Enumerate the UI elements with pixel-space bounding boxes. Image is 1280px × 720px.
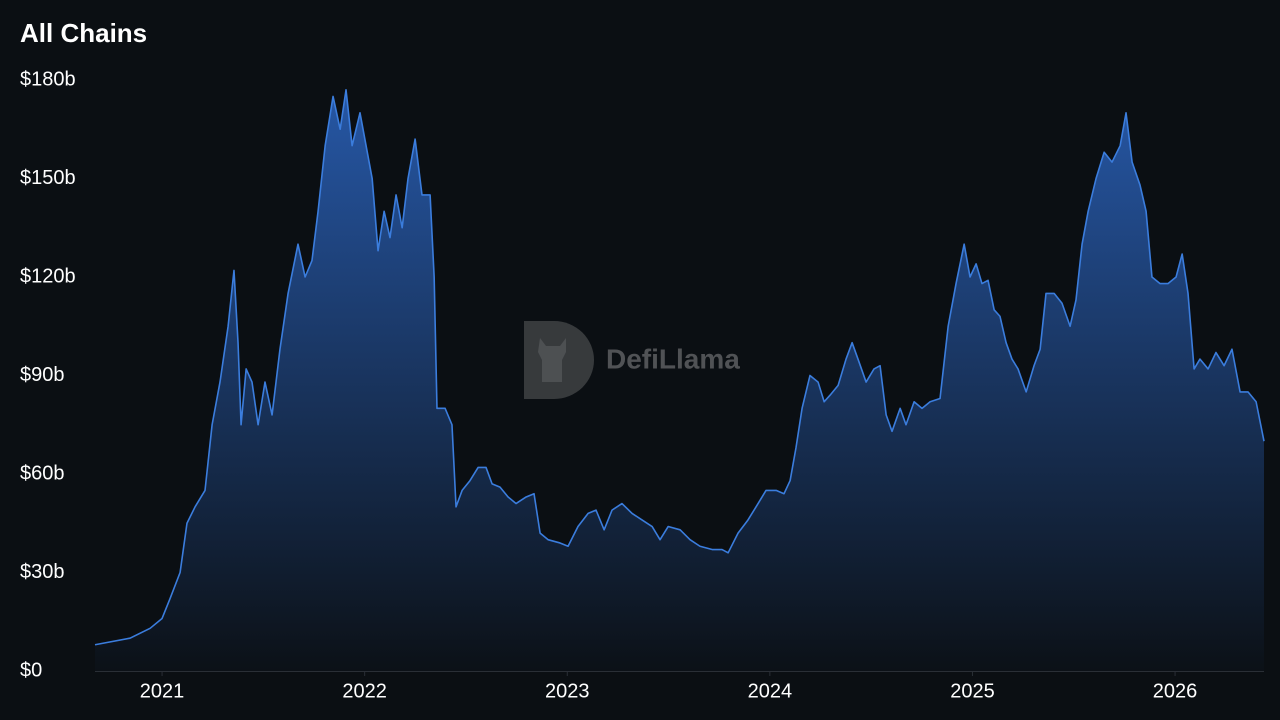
- x-tick-label: 2025: [950, 680, 995, 702]
- chart-title: All Chains: [20, 18, 147, 48]
- y-tick-label: $180b: [20, 68, 76, 90]
- x-tick-label: 2022: [342, 680, 387, 702]
- y-tick-label: $30b: [20, 561, 65, 583]
- y-tick-label: $90b: [20, 364, 65, 386]
- x-tick-label: 2021: [140, 680, 185, 702]
- y-tick-label: $120b: [20, 265, 76, 287]
- watermark: DefiLlama: [606, 343, 740, 374]
- y-tick-label: $0: [20, 659, 42, 681]
- line: [94, 89, 1265, 646]
- y-tick-label: $60b: [20, 462, 65, 484]
- watermark-logo: [524, 321, 594, 399]
- area-fill: [95, 89, 1264, 672]
- x-tick-label: 2024: [748, 680, 793, 702]
- x-tick-label: 2023: [545, 680, 590, 702]
- x-tick-label: 2026: [1153, 680, 1198, 702]
- y-tick-label: $150b: [20, 167, 76, 189]
